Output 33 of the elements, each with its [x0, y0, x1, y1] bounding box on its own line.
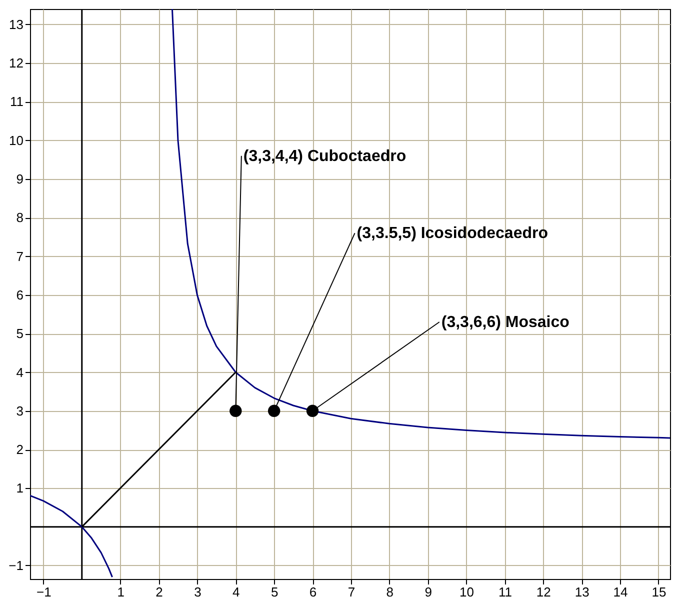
annotation: (3,3,6,6) Mosaico [441, 314, 570, 332]
x-tick-label: 5 [270, 584, 278, 600]
x-tick-label: −1 [36, 584, 52, 600]
x-tick-label: 3 [194, 584, 202, 600]
annotation: (3,3.5,5) Icosidodecaedro [356, 225, 548, 242]
y-tick-label: 12 [9, 56, 24, 71]
y-tick-label: −1 [8, 558, 24, 573]
x-tick-label: 11 [498, 584, 512, 600]
y-tick-label: 10 [9, 132, 24, 148]
x-tick-label: 14 [613, 584, 628, 600]
y-tick-label: 4 [16, 364, 24, 380]
x-tick-label: 1 [117, 584, 124, 600]
y-tick-label: 3 [16, 403, 24, 418]
x-tick-label: 10 [460, 584, 474, 600]
annotation: (3,3,4,4) Cuboctaedro [243, 148, 406, 165]
x-tick-label: 2 [156, 584, 163, 600]
x-tick-label: 8 [386, 584, 394, 600]
y-tick-label: 8 [16, 210, 24, 226]
x-tick-label: 9 [424, 584, 432, 600]
y-tick-label: 5 [16, 326, 24, 342]
y-tick-label: 7 [16, 248, 24, 264]
y-tick-label: 9 [16, 172, 24, 187]
y-tick-label: 1 [16, 480, 24, 496]
x-tick-label: 4 [232, 584, 240, 600]
y-tick-label: 6 [16, 287, 24, 302]
x-tick-label: 6 [309, 584, 317, 600]
y-tick-label: 11 [10, 94, 24, 110]
x-tick-label: 13 [574, 584, 590, 600]
x-tick-label: 7 [348, 584, 356, 600]
y-tick-label: 13 [9, 16, 24, 32]
x-tick-label: 15 [652, 584, 666, 600]
y-tick-label: 2 [16, 442, 24, 458]
x-tick-label: 12 [536, 584, 551, 600]
